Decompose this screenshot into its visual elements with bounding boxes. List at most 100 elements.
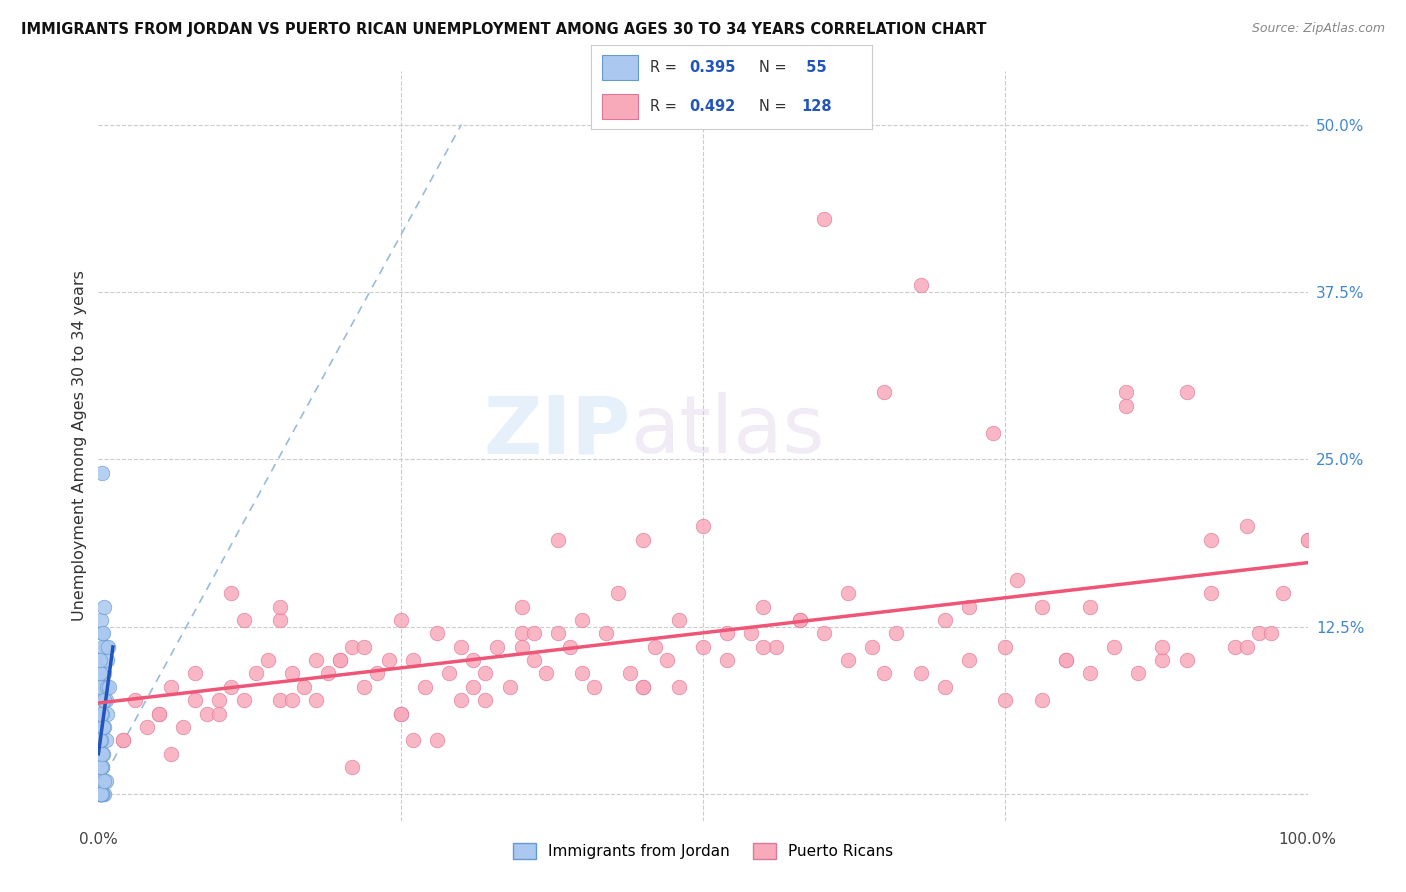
Point — [281, 693, 304, 707]
Point — [426, 626, 449, 640]
Point — [716, 626, 738, 640]
Point — [208, 706, 231, 721]
Point — [765, 640, 787, 654]
Point — [91, 626, 114, 640]
Point — [366, 666, 388, 681]
Point — [426, 733, 449, 747]
Point — [1128, 666, 1150, 681]
Point — [91, 760, 114, 774]
Point — [498, 680, 520, 694]
Point — [558, 640, 581, 654]
Point — [957, 653, 980, 667]
Point — [89, 787, 111, 801]
Y-axis label: Unemployment Among Ages 30 to 34 years: Unemployment Among Ages 30 to 34 years — [72, 270, 87, 622]
Point — [353, 640, 375, 654]
Point — [89, 787, 111, 801]
Point — [316, 666, 339, 681]
Point — [607, 586, 630, 600]
Point — [813, 211, 835, 226]
Point — [90, 760, 112, 774]
Point — [510, 626, 533, 640]
Point — [269, 599, 291, 614]
Point — [91, 747, 114, 761]
Point — [221, 680, 243, 694]
Point — [269, 613, 291, 627]
Point — [981, 425, 1004, 440]
Point — [595, 626, 617, 640]
Point — [90, 773, 112, 788]
Point — [547, 533, 569, 547]
Point — [668, 613, 690, 627]
Point — [450, 640, 472, 654]
Point — [377, 653, 399, 667]
Point — [90, 733, 112, 747]
Point — [1115, 399, 1137, 413]
Point — [752, 599, 775, 614]
Point — [523, 626, 546, 640]
Point — [1031, 599, 1053, 614]
Point — [93, 787, 115, 801]
Point — [837, 586, 859, 600]
Point — [91, 760, 114, 774]
Point — [692, 640, 714, 654]
Point — [96, 653, 118, 667]
Point — [1175, 385, 1198, 400]
Point — [91, 466, 114, 480]
Point — [329, 653, 352, 667]
Point — [1249, 626, 1271, 640]
Point — [89, 653, 111, 667]
Point — [886, 626, 908, 640]
Point — [281, 666, 304, 681]
Point — [305, 653, 328, 667]
Point — [631, 533, 654, 547]
Point — [716, 653, 738, 667]
Point — [1236, 640, 1258, 654]
Point — [90, 680, 112, 694]
Point — [1272, 586, 1295, 600]
Point — [90, 773, 112, 788]
Point — [256, 653, 278, 667]
Point — [93, 720, 115, 734]
Point — [463, 653, 485, 667]
Point — [91, 720, 114, 734]
Point — [789, 613, 811, 627]
Point — [91, 640, 114, 654]
Text: R =: R = — [650, 99, 681, 114]
Point — [486, 640, 509, 654]
Point — [89, 787, 111, 801]
Point — [510, 640, 533, 654]
Point — [837, 653, 859, 667]
Point — [292, 680, 315, 694]
Point — [111, 733, 134, 747]
Point — [1078, 666, 1101, 681]
Point — [91, 787, 114, 801]
Point — [692, 519, 714, 533]
Text: Source: ZipAtlas.com: Source: ZipAtlas.com — [1251, 22, 1385, 36]
Point — [413, 680, 436, 694]
Point — [89, 653, 111, 667]
Point — [94, 773, 117, 788]
Point — [89, 787, 111, 801]
Point — [305, 693, 328, 707]
Point — [571, 666, 593, 681]
Point — [329, 653, 352, 667]
Point — [93, 599, 115, 614]
Text: 0.492: 0.492 — [689, 99, 735, 114]
Point — [1223, 640, 1246, 654]
Point — [221, 586, 243, 600]
Point — [124, 693, 146, 707]
Point — [1007, 573, 1029, 587]
Point — [957, 599, 980, 614]
Text: 0.395: 0.395 — [689, 60, 735, 75]
Point — [94, 693, 117, 707]
Point — [93, 693, 115, 707]
Point — [873, 666, 896, 681]
Point — [232, 693, 254, 707]
Point — [1296, 533, 1319, 547]
Point — [910, 278, 932, 293]
Point — [91, 787, 114, 801]
Point — [389, 613, 412, 627]
Point — [1152, 653, 1174, 667]
Point — [402, 733, 425, 747]
Point — [342, 640, 364, 654]
